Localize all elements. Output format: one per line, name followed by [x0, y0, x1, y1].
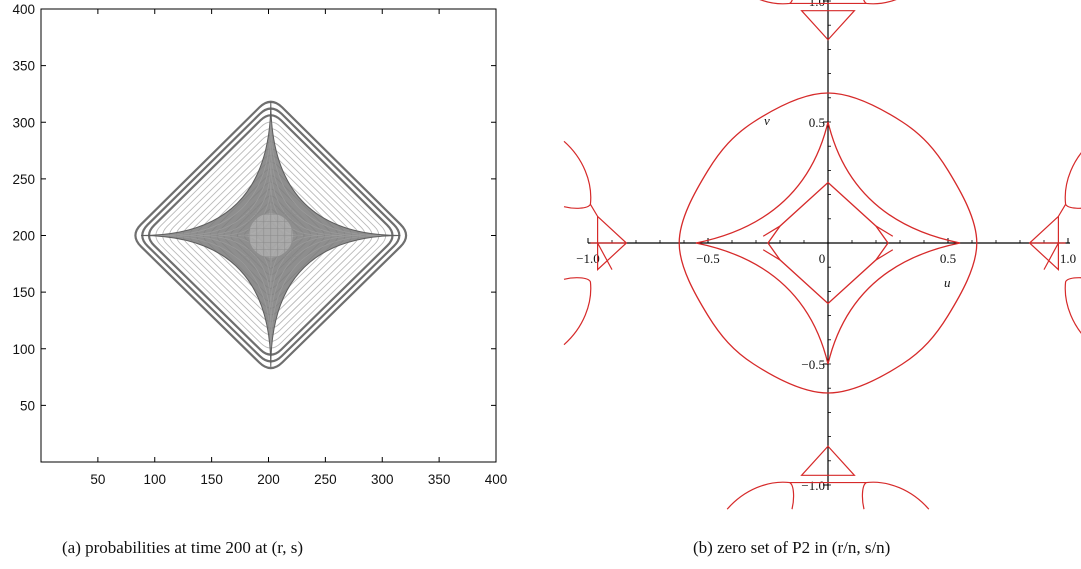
- y-tick-label: 350: [12, 59, 35, 74]
- y-tick-label: 50: [20, 398, 35, 413]
- zero-set-ticks: −1.0 −0.5 0 0.5 1.0 1.0 0.5 −0.5 −1.0: [576, 0, 1076, 493]
- y-tick-label: 300: [12, 115, 35, 130]
- outer-curve: [678, 92, 978, 394]
- small-diamond-curve: [767, 181, 889, 305]
- x-tick-label: 150: [200, 472, 223, 487]
- diamond-ring: [134, 100, 408, 370]
- x-tick-label: 250: [314, 472, 337, 487]
- diamond-ring: [147, 114, 394, 356]
- right-branch: [1028, 152, 1081, 334]
- diamond-ring: [155, 121, 387, 349]
- dark-star-ring: [179, 141, 362, 328]
- zero-set-curves: [563, 0, 1081, 510]
- y-tick-label: 100: [12, 342, 35, 357]
- connector: [762, 225, 781, 237]
- diamond-ring: [162, 128, 380, 342]
- caption-b: (b) zero set of P2 in (r/n, s/n): [693, 538, 890, 557]
- y-tick-label: 150: [12, 285, 35, 300]
- heatmap-ticks: 50 100 150 200 250 300 350 400 50 100 150 200 250 300…: [12, 2, 507, 487]
- caption-a: (a) probabilities at time 200 at (r, s): [62, 538, 303, 557]
- v-tick-label: 1.0: [809, 0, 825, 9]
- v-tick-label: −0.5: [801, 357, 825, 372]
- x-tick-label: 350: [428, 472, 451, 487]
- dark-star-ring: [160, 121, 382, 348]
- astroid-curve: [695, 121, 961, 365]
- heatmap-pattern: [134, 100, 408, 370]
- v-tick-label: 0.5: [809, 115, 825, 130]
- bottom-branch: [726, 445, 930, 510]
- connector: [875, 249, 894, 261]
- panel-b-zero-set: −1.0 −0.5 0 0.5 1.0 1.0 0.5 −0.5 −1.0 u v: [563, 0, 1081, 510]
- x-tick-label: 100: [143, 472, 166, 487]
- diamond-ring: [141, 107, 401, 363]
- y-tick-label: 200: [12, 229, 35, 244]
- x-tick-label: 400: [485, 472, 508, 487]
- panel-a-heatmap: 50 100 150 200 250 300 350 400 50 100 150 200 250 300…: [12, 2, 507, 487]
- u-tick-label: 1.0: [1060, 251, 1076, 266]
- dark-star-ring: [199, 161, 343, 308]
- u-tick-label: −0.5: [696, 251, 720, 266]
- y-tick-label: 400: [12, 2, 35, 17]
- y-tick-label: 250: [12, 172, 35, 187]
- v-axis-label: v: [764, 113, 770, 128]
- connector: [875, 225, 894, 237]
- u-tick-label: 0.5: [940, 251, 956, 266]
- v-tick-label: −1.0: [801, 478, 825, 493]
- left-branch: [563, 140, 628, 346]
- u-axis-label: u: [944, 275, 951, 290]
- dark-star-ring: [218, 181, 323, 289]
- top-branch: [759, 0, 897, 41]
- diamond-ring: [169, 134, 373, 336]
- connector: [762, 249, 781, 261]
- x-tick-label: 300: [371, 472, 394, 487]
- u-tick-label: −1.0: [576, 251, 600, 266]
- x-tick-label: 200: [257, 472, 280, 487]
- u-tick-label: 0: [819, 251, 826, 266]
- x-tick-label: 50: [90, 472, 105, 487]
